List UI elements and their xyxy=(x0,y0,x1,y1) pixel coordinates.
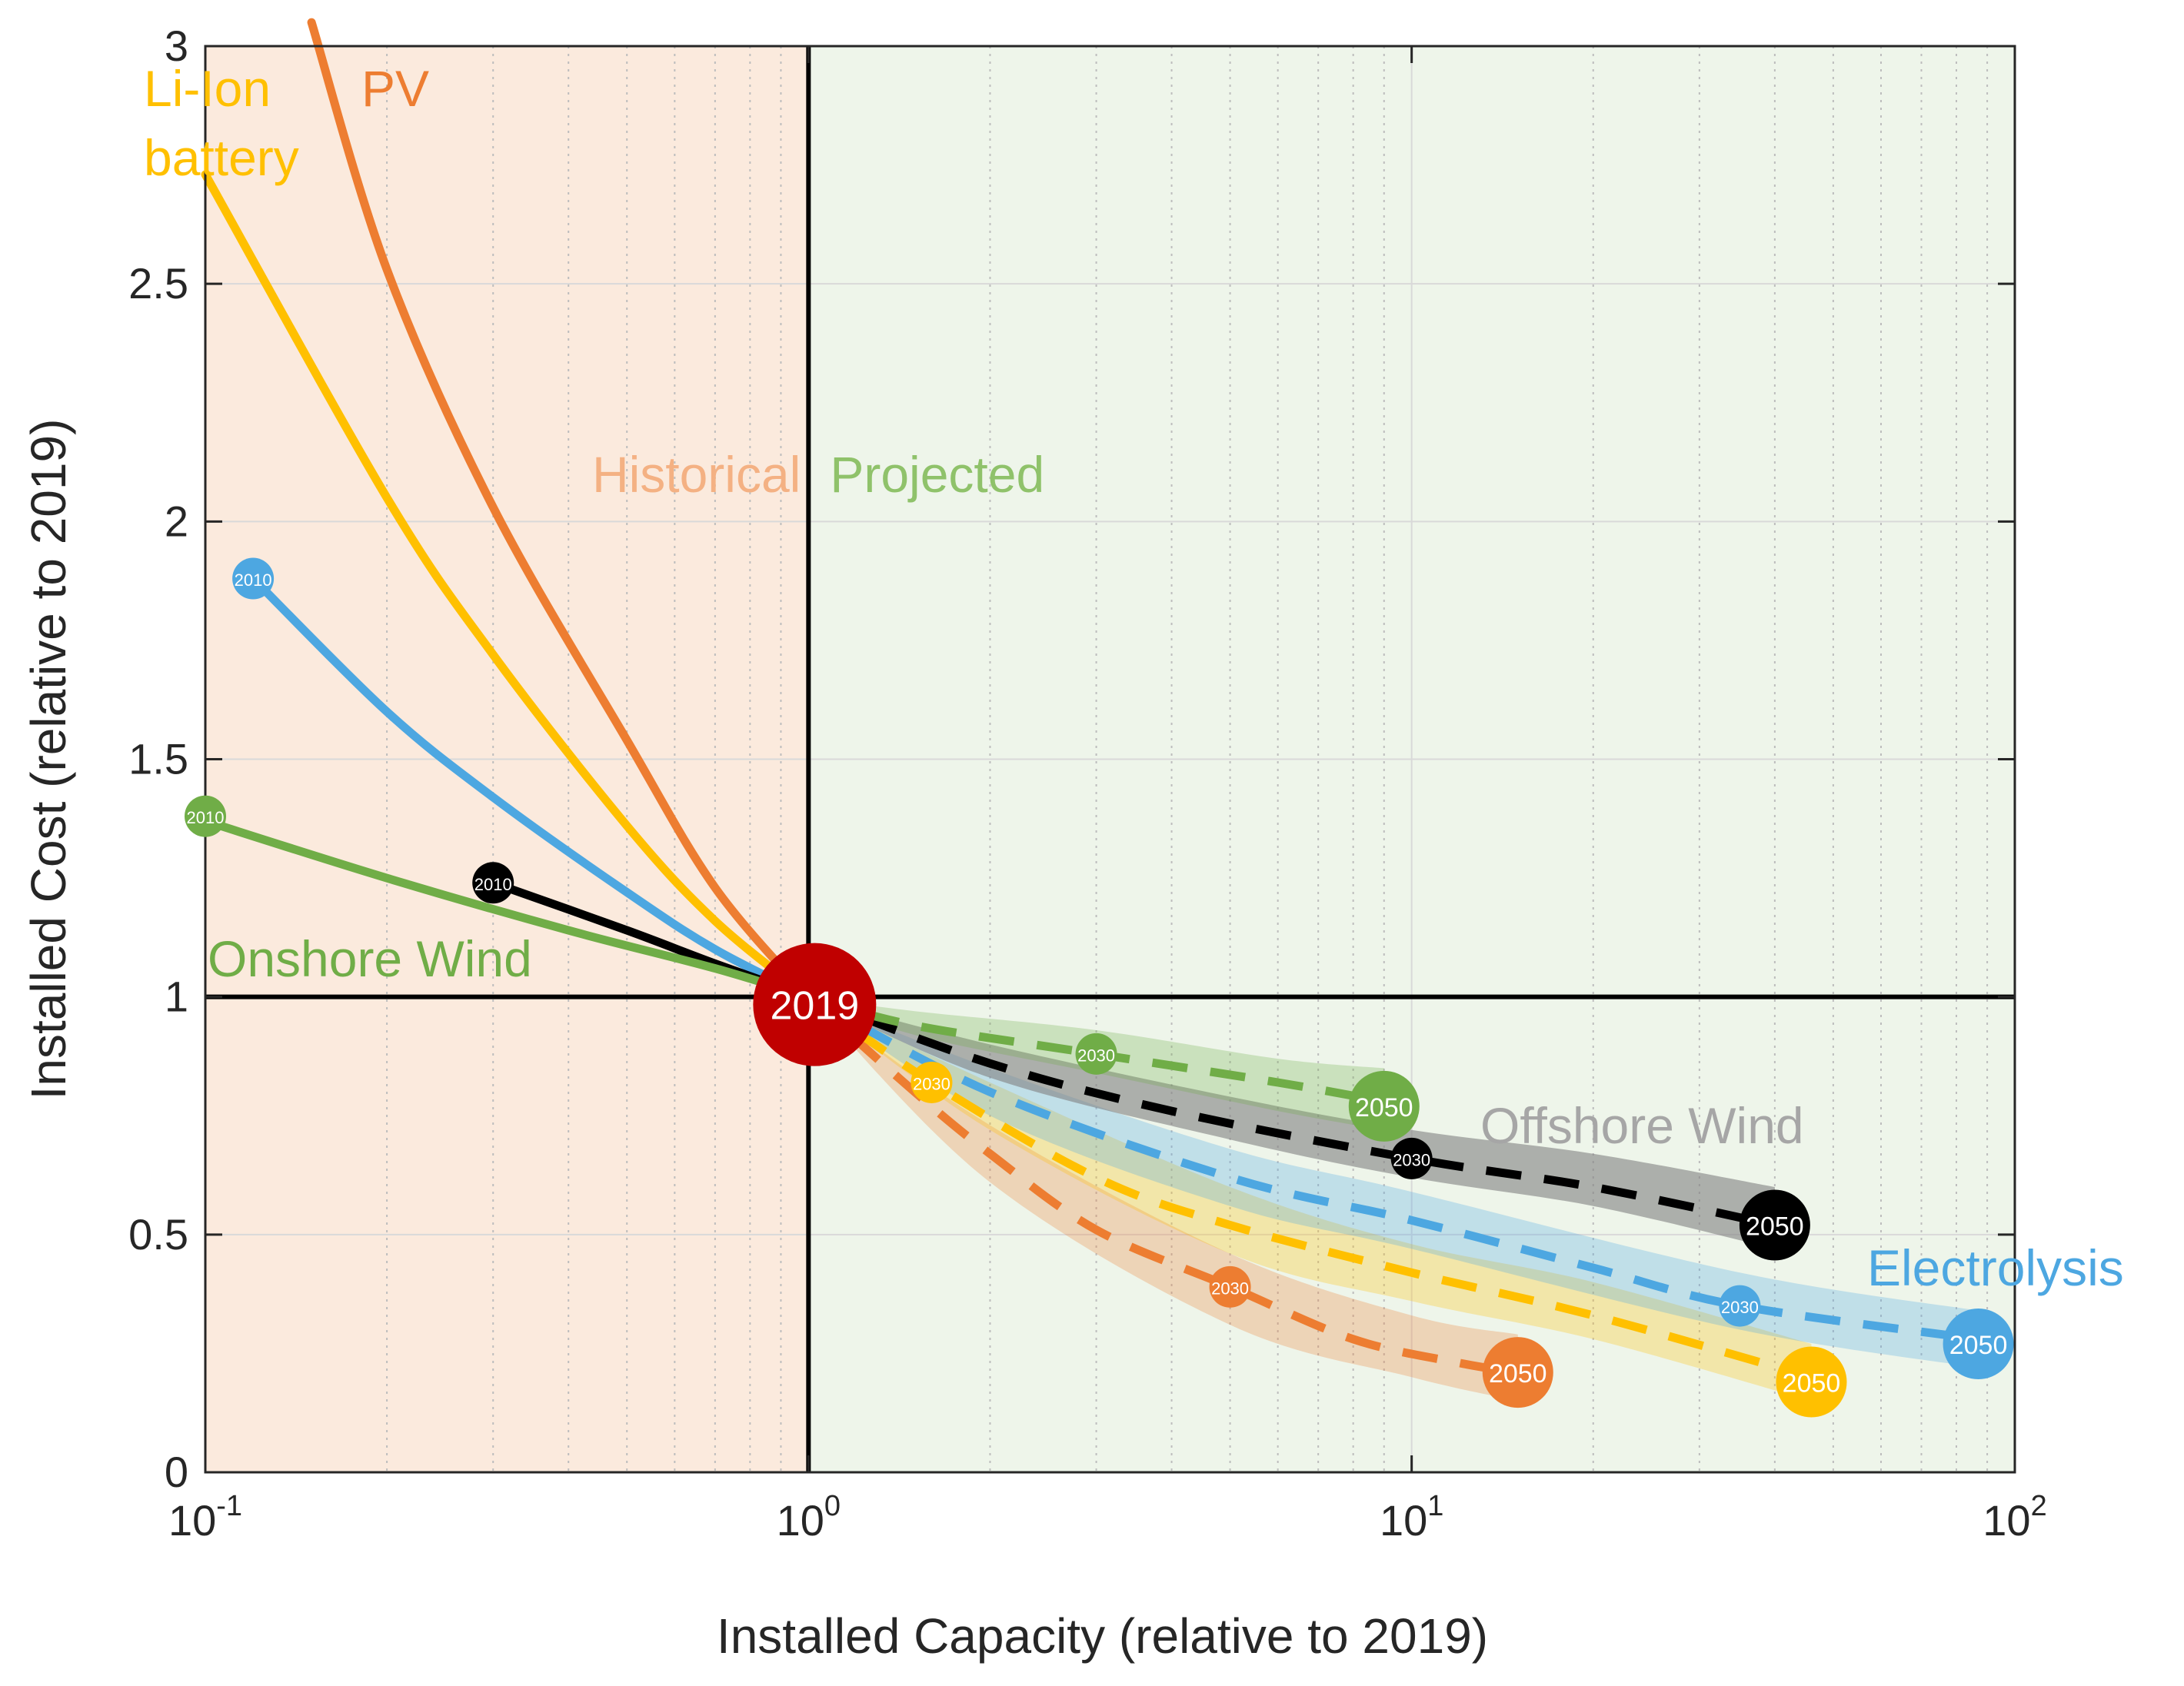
x-tick-label: 10-1 xyxy=(168,1490,242,1545)
onshore-wind-historical-line xyxy=(201,816,813,1002)
electrolysis-marker-label-2010: 2010 xyxy=(235,570,272,590)
onshore-wind-marker-label-2030: 2030 xyxy=(1077,1046,1115,1065)
pv-marker-2050 xyxy=(1482,1337,1553,1408)
x-tick-base: 10 xyxy=(1983,1496,2030,1545)
x-tick-base: 10 xyxy=(168,1496,216,1545)
offshore-wind-series-label: Offshore Wind xyxy=(1480,1097,1804,1154)
onshore-wind-marker-2030 xyxy=(1075,1033,1117,1075)
pv-marker-2030 xyxy=(1209,1265,1251,1308)
onshore-wind-marker-label-2010: 2010 xyxy=(187,808,225,827)
electrolysis-marker-label-2050: 2050 xyxy=(1949,1331,2008,1360)
offshore-wind-marker-label-2030: 2030 xyxy=(1393,1150,1430,1169)
reference-marker-label: 2019 xyxy=(770,984,859,1029)
y-tick-label: 1 xyxy=(165,973,188,1021)
x-tick-base: 10 xyxy=(777,1496,824,1545)
offshore-wind-marker-label-2010: 2010 xyxy=(474,875,512,894)
y-tick-label: 0 xyxy=(165,1448,188,1496)
x-tick-label: 100 xyxy=(777,1490,841,1545)
offshore-wind-uncertainty-band xyxy=(808,996,1775,1249)
electrolysis-projected-line xyxy=(806,993,1979,1344)
y-tick-label: 2.5 xyxy=(128,259,188,308)
electrolysis-marker-2050 xyxy=(1943,1309,2014,1380)
electrolysis-historical-line xyxy=(248,574,813,1002)
y-tick-label: 3 xyxy=(165,22,188,70)
li-ion-battery-marker-label-2050: 2050 xyxy=(1783,1369,1841,1398)
li-ion-battery-marker-label-2030: 2030 xyxy=(913,1074,951,1093)
x-tick-exponent: -1 xyxy=(216,1490,242,1522)
onshore-wind-series-label: Onshore Wind xyxy=(208,930,532,987)
li-ion-battery-series-label: Li-Ion xyxy=(144,60,271,117)
offshore-wind-marker-2050 xyxy=(1739,1189,1810,1261)
electrolysis-marker-label-2030: 2030 xyxy=(1721,1298,1759,1317)
li-ion-battery-series-label: battery xyxy=(144,129,299,186)
x-tick-label: 102 xyxy=(1983,1490,2046,1545)
offshore-wind-marker-2030 xyxy=(1390,1137,1433,1179)
pv-series-label: PV xyxy=(361,60,429,117)
y-tick-label: 1.5 xyxy=(128,735,188,783)
onshore-wind-marker-label-2050: 2050 xyxy=(1355,1093,1413,1122)
pv-uncertainty-band xyxy=(808,996,1518,1402)
pv-marker-label-2050: 2050 xyxy=(1489,1359,1547,1388)
electrolysis-marker-2010 xyxy=(232,557,275,600)
y-axis-label: Installed Cost (relative to 2019) xyxy=(21,419,76,1100)
reference-marker-2019 xyxy=(753,943,877,1066)
x-tick-exponent: 2 xyxy=(2031,1490,2047,1522)
offshore-wind-projected-line xyxy=(807,993,1776,1229)
pv-marker-label-2030: 2030 xyxy=(1211,1279,1249,1298)
electrolysis-uncertainty-band xyxy=(808,996,1979,1368)
pv-historical-line xyxy=(307,18,813,1002)
x-tick-label: 101 xyxy=(1380,1490,1443,1545)
li-ion-battery-historical-line xyxy=(201,170,813,1002)
offshore-wind-marker-label-2050: 2050 xyxy=(1746,1212,1804,1241)
electrolysis-series-label: Electrolysis xyxy=(1867,1239,2124,1296)
x-tick-exponent: 1 xyxy=(1427,1490,1443,1522)
onshore-wind-marker-2050 xyxy=(1348,1070,1420,1142)
y-tick-label: 2 xyxy=(165,497,188,545)
x-tick-base: 10 xyxy=(1380,1496,1427,1545)
li-ion-battery-marker-2030 xyxy=(911,1061,953,1103)
offshore-wind-marker-2010 xyxy=(472,862,514,904)
region-label-historical: Historical xyxy=(592,446,801,503)
electrolysis-marker-2030 xyxy=(1719,1285,1761,1327)
region-label-projected: Projected xyxy=(830,446,1044,503)
x-tick-exponent: 0 xyxy=(824,1490,841,1522)
li-ion-battery-marker-2050 xyxy=(1776,1346,1847,1418)
li-ion-battery-uncertainty-band xyxy=(808,996,1812,1402)
y-tick-label: 0.5 xyxy=(128,1210,188,1259)
x-axis-label: Installed Capacity (relative to 2019) xyxy=(717,1608,1488,1664)
onshore-wind-marker-2010 xyxy=(185,795,226,837)
